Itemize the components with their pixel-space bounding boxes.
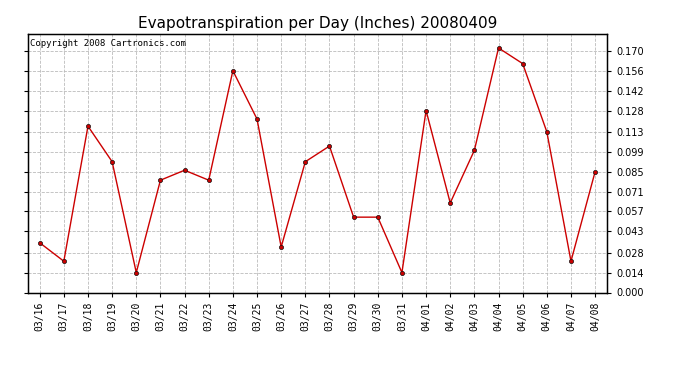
Text: Copyright 2008 Cartronics.com: Copyright 2008 Cartronics.com — [30, 39, 186, 48]
Title: Evapotranspiration per Day (Inches) 20080409: Evapotranspiration per Day (Inches) 2008… — [138, 16, 497, 31]
